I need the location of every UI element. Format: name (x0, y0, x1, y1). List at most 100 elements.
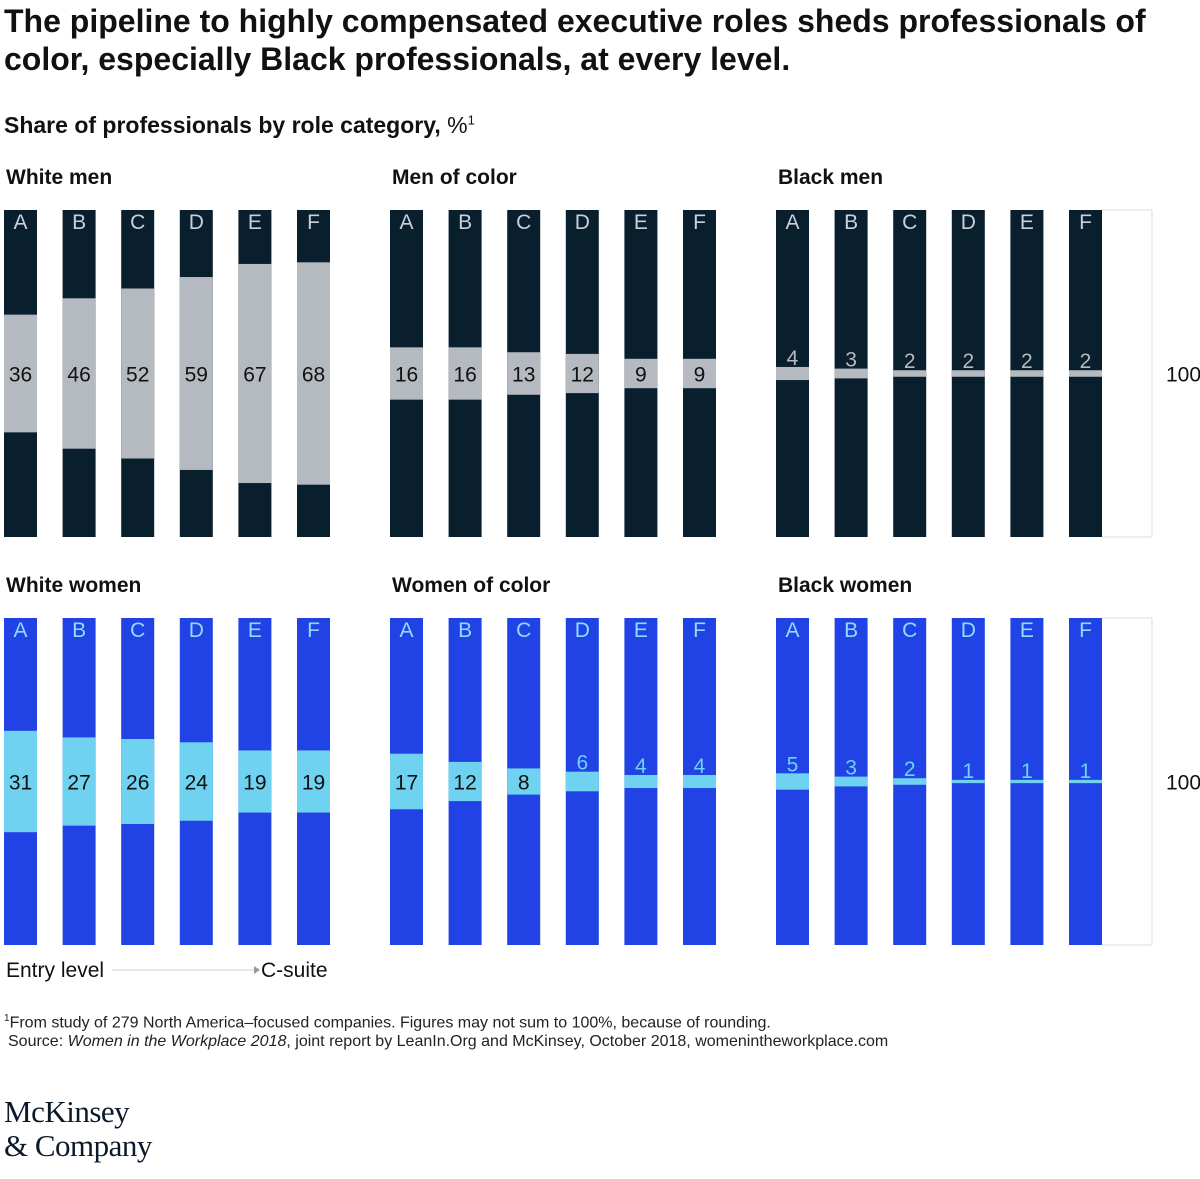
panel-title-black-women: Black women (778, 574, 912, 597)
data-label-white-women-B: 27 (67, 772, 90, 795)
bar-segment-white-men-A (4, 314, 37, 433)
data-label-white-men-B: 46 (67, 364, 90, 387)
scale-label-black-women: 100% (1166, 772, 1200, 795)
bar-segment-women-of-color-B (448, 761, 482, 802)
bar-segment-white-men-C (121, 288, 155, 459)
data-label-black-women-B: 3 (845, 757, 857, 780)
bar-letter-black-women-C: C (902, 619, 917, 642)
bar-segment-men-of-color-D (565, 353, 599, 394)
source-title: Women in the Workplace 2018 (67, 1033, 287, 1050)
bar-segment-men-of-color-E (624, 358, 658, 389)
bar-segment-black-men-E (1010, 370, 1044, 377)
bar-segment-white-men-B (62, 298, 96, 449)
data-label-men-of-color-A: 16 (395, 364, 418, 387)
bar-segment-black-women-A (776, 773, 809, 790)
data-label-black-women-E: 1 (1021, 760, 1033, 783)
subtitle-unit: % (447, 112, 468, 138)
data-label-black-women-C: 2 (904, 758, 916, 781)
bar-letter-black-men-E: E (1020, 211, 1034, 234)
bar-letter-women-of-color-A: A (399, 619, 413, 642)
bar-letter-women-of-color-F: F (693, 619, 706, 642)
panel-title-black-men: Black men (778, 166, 883, 189)
data-label-black-men-C: 2 (904, 350, 916, 373)
scale-label-black-men: 100% (1166, 364, 1200, 387)
data-label-white-women-A: 31 (9, 772, 32, 795)
logo-line-1: McKinsey (4, 1094, 130, 1129)
bar-letter-black-women-F: F (1079, 619, 1092, 642)
bar-letter-white-men-E: E (248, 211, 262, 234)
data-label-black-men-F: 2 (1080, 350, 1092, 373)
data-label-white-men-C: 52 (126, 364, 149, 387)
bar-letter-women-of-color-C: C (516, 619, 531, 642)
axis-start-label: Entry level (6, 959, 104, 982)
bar-letter-white-women-E: E (248, 619, 262, 642)
bar-segment-black-women-B (834, 776, 868, 787)
data-label-black-men-D: 2 (962, 350, 974, 373)
bar-segment-white-men-F (297, 262, 330, 485)
bar-letter-white-men-F: F (307, 211, 320, 234)
bar-segment-women-of-color-C (507, 768, 541, 795)
data-label-white-women-E: 19 (243, 772, 266, 795)
bar-segment-black-men-B (834, 368, 868, 379)
panel-title-women-of-color: Women of color (392, 574, 550, 597)
footnote: 1From study of 279 North America–focused… (4, 1013, 771, 1032)
bar-letter-black-women-D: D (961, 619, 976, 642)
bar-segment-black-women-C (893, 778, 927, 785)
bar-segment-men-of-color-F (683, 358, 716, 389)
bar-segment-women-of-color-A (390, 753, 423, 810)
bar-segment-white-women-F (297, 750, 330, 813)
axis-arrow-head (254, 966, 260, 974)
logo-line-2: & Company (4, 1128, 152, 1163)
bar-letter-men-of-color-F: F (693, 211, 706, 234)
bar-letter-black-men-B: B (844, 211, 858, 234)
bar-letter-men-of-color-C: C (516, 211, 531, 234)
bar-letter-white-women-A: A (13, 619, 27, 642)
bar-letter-women-of-color-B: B (458, 619, 472, 642)
bar-letter-black-women-A: A (785, 619, 799, 642)
data-label-men-of-color-E: 9 (635, 364, 647, 387)
bar-letter-white-men-B: B (72, 211, 86, 234)
panel-title-white-men: White men (6, 166, 112, 189)
footnote-marker: 1 (4, 1013, 10, 1024)
data-label-white-men-F: 68 (302, 364, 325, 387)
bar-letter-black-men-F: F (1079, 211, 1092, 234)
data-label-black-men-E: 2 (1021, 350, 1033, 373)
panel-title-men-of-color: Men of color (392, 166, 517, 189)
chart-title: The pipeline to highly compensated execu… (4, 3, 1146, 77)
bar-segment-women-of-color-E (624, 774, 658, 789)
bar-letter-women-of-color-E: E (634, 619, 648, 642)
data-label-women-of-color-B: 12 (453, 772, 476, 795)
data-label-women-of-color-D: 6 (576, 752, 588, 775)
subtitle-footnote-marker: 1 (467, 112, 475, 128)
bar-letter-black-women-E: E (1020, 619, 1034, 642)
data-label-black-women-F: 1 (1080, 760, 1092, 783)
data-label-women-of-color-F: 4 (694, 755, 706, 778)
bar-segment-women-of-color-F (683, 774, 716, 789)
data-label-men-of-color-F: 9 (694, 364, 706, 387)
data-label-white-women-F: 19 (302, 772, 325, 795)
bar-segment-white-women-A (4, 730, 37, 833)
bar-letter-white-women-D: D (189, 619, 204, 642)
bar-segment-black-men-A (776, 366, 809, 381)
bar-letter-white-men-A: A (13, 211, 27, 234)
data-label-men-of-color-C: 13 (512, 364, 535, 387)
bar-segment-women-of-color-D (565, 771, 599, 792)
data-label-women-of-color-C: 8 (518, 772, 530, 795)
bar-letter-white-men-D: D (189, 211, 204, 234)
data-label-white-men-D: 59 (185, 364, 208, 387)
bar-letter-men-of-color-E: E (634, 211, 648, 234)
data-label-white-women-C: 26 (126, 772, 149, 795)
data-label-white-women-D: 24 (185, 772, 209, 795)
data-label-women-of-color-E: 4 (635, 755, 647, 778)
bar-letter-white-women-C: C (130, 619, 145, 642)
bar-segment-black-men-F (1069, 370, 1102, 377)
data-label-men-of-color-D: 12 (571, 364, 594, 387)
data-label-women-of-color-A: 17 (395, 772, 418, 795)
bar-segment-men-of-color-A (390, 347, 423, 400)
bar-letter-men-of-color-A: A (399, 211, 413, 234)
bar-segment-white-women-B (62, 737, 96, 826)
bar-segment-black-women-E (1010, 779, 1044, 784)
panel-title-white-women: White women (6, 574, 141, 597)
bar-segment-black-women-F (1069, 779, 1102, 784)
